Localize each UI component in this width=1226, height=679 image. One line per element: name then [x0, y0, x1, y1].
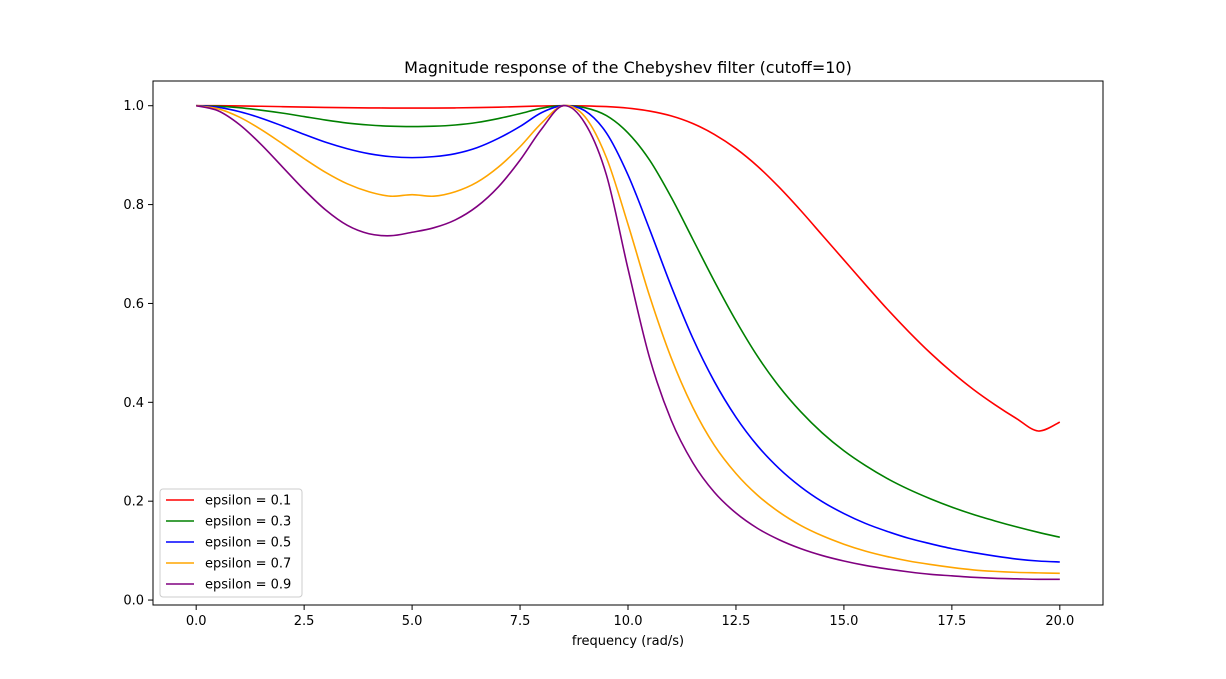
x-tick-label: 0.0	[186, 614, 207, 629]
x-tick-label: 10.0	[614, 614, 643, 629]
legend-label-3: epsilon = 0.5	[205, 536, 291, 551]
series-line-4	[196, 104, 1060, 575]
x-axis-label: frequency (rad/s)	[572, 634, 684, 649]
y-tick-label: 0.2	[123, 495, 144, 510]
series-line-1	[196, 104, 1061, 432]
legend-label-1: epsilon = 0.1	[205, 494, 291, 509]
legend: epsilon = 0.1 epsilon = 0.3 epsilon = 0.5 e…	[159, 488, 303, 598]
chart-title: Magnitude response of the Chebyshev filt…	[404, 58, 852, 77]
x-tick-label: 15.0	[829, 614, 858, 629]
legend-box	[159, 488, 303, 598]
y-axis-ticks: 0.0 0.2 0.4 0.6 0.8 1.0	[123, 99, 153, 609]
y-tick-label: 0.4	[123, 396, 144, 411]
x-tick-label: 12.5	[721, 614, 750, 629]
series-lines	[196, 104, 1061, 581]
legend-label-5: epsilon = 0.9	[205, 578, 291, 593]
x-tick-label: 7.5	[510, 614, 531, 629]
x-tick-label: 20.0	[1045, 614, 1074, 629]
y-tick-label: 1.0	[123, 99, 144, 114]
x-tick-label: 5.0	[402, 614, 423, 629]
y-tick-label: 0.8	[123, 198, 144, 213]
x-axis-ticks: 0.0 2.5 5.0 7.5 10.0 12.5 15.0 17.5 20.0	[186, 605, 1074, 629]
y-tick-label: 0.6	[123, 297, 144, 312]
legend-label-4: epsilon = 0.7	[205, 557, 291, 572]
y-tick-label: 0.0	[123, 594, 144, 609]
series-line-2	[196, 104, 1060, 539]
x-tick-label: 2.5	[294, 614, 315, 629]
series-line-5	[196, 104, 1060, 581]
series-line-3	[196, 104, 1060, 563]
legend-label-2: epsilon = 0.3	[205, 515, 291, 530]
x-tick-label: 17.5	[937, 614, 966, 629]
